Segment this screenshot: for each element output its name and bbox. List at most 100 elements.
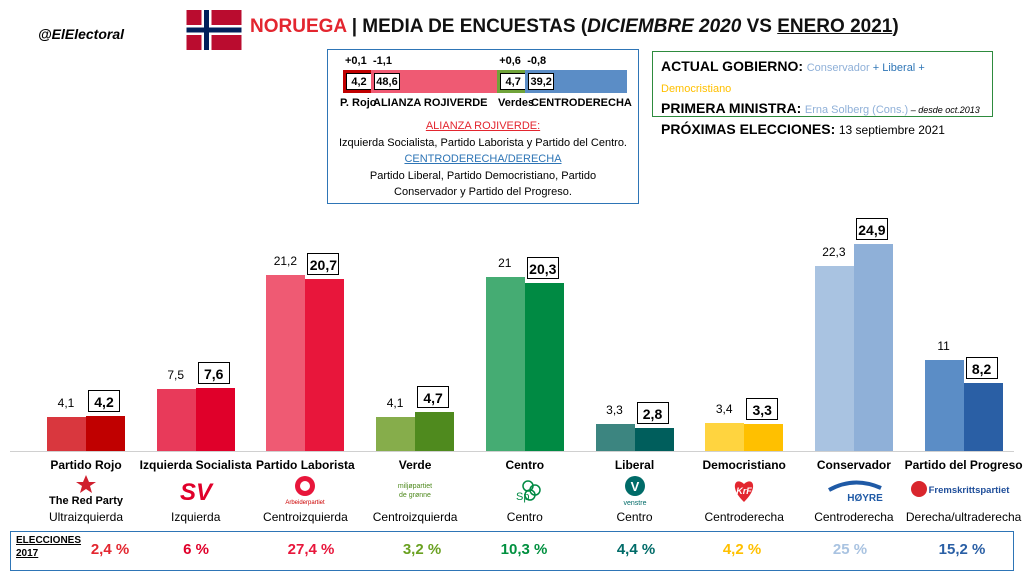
svg-text:SV: SV [180,479,214,506]
title-mid: | MEDIA DE ENCUESTAS ( [346,16,588,37]
value-label-dic-2020: 7,5 [167,367,185,382]
krf-heart-icon: KrF [689,474,799,506]
svg-text:miljøpartiet: miljøpartiet [398,483,432,490]
miljopartiet-logo-icon: miljøpartiet de grønne [360,474,470,506]
party-ideology: Centroderecha [704,510,784,524]
value-label-dic-2020: 3,3 [606,402,623,417]
gov-sep-1: + [869,62,883,74]
hoyre-logo-icon: HØYRE [799,474,909,506]
page-title: NORUEGA | MEDIA DE ENCUESTAS (DICIEMBRE … [250,16,899,38]
bloc-name: ALIANZA ROJIVERDE [373,97,488,109]
next-elections-row: PRÓXIMAS ELECCIONES: 13 septiembre 2021 [661,120,984,140]
value-label-ene-2021: 4,7 [417,385,450,408]
party-name: Partido Laborista [256,458,355,472]
party-name: Liberal [614,458,655,472]
elections-2017-panel [10,531,1014,571]
bloc-name: P. Rojo [340,97,377,109]
bloc-change: -0,8 [527,55,547,67]
bloc-value: 48,6 [374,73,400,90]
pm-since: – desde oct.2013 [908,105,980,115]
value-label-dic-2020: 4,1 [57,395,75,410]
bloc-change: +0,6 [499,55,521,67]
election-2017-result: 15,2 % [938,541,986,558]
right-bloc-members-1: Partido Liberal, Partido Democristiano, … [369,169,597,182]
pm-value: Erna Solberg (Cons.) [804,104,909,116]
sv-logo-icon: SV [141,474,251,506]
election-2017-result: 10,3 % [500,541,548,558]
bar-dic-2020 [485,276,525,451]
value-label-dic-2020: 21,2 [273,254,298,269]
party-name: Centro [505,458,545,472]
party-ideology: Izquierda [171,510,221,524]
pm-label: PRIMERA MINISTRA: [661,100,802,116]
bar-ene-2021 [86,416,125,451]
bar-ene-2021 [744,423,784,451]
bar-ene-2021 [853,244,893,451]
rose-icon: Arbeiderpartiet [250,474,360,506]
elections-label-line1: ELECCIONES [16,535,82,546]
election-2017-result: 27,4 % [287,541,335,558]
bar-dic-2020 [376,416,416,451]
svg-text:V: V [630,479,639,494]
value-label-dic-2020: 11 [937,338,950,353]
next-elections-value: 13 septiembre 2021 [838,123,945,137]
election-2017-result: 3,2 % [402,541,442,558]
bar-ene-2021 [524,282,564,451]
svg-text:Sp: Sp [516,491,529,503]
gov-party-1: Conservador [806,62,870,74]
bloc-value: 39,2 [528,73,555,90]
title-period-1: DICIEMBRE 2020 [587,16,742,37]
bar-ene-2021 [634,427,674,451]
value-label-ene-2021: 4,2 [88,390,120,413]
election-2017-result: 4,2 % [722,541,762,558]
bloc-name: CENTRODERECHA [531,97,632,109]
bar-dic-2020 [47,416,86,451]
party-ideology: Centroderecha [814,510,894,524]
blocs-panel [327,49,639,204]
gov-party-3: Democristiano [661,83,732,95]
value-label-dic-2020: 4,1 [386,395,404,410]
gov-sep-2: + [915,62,925,74]
value-label-dic-2020: 22,3 [822,244,846,259]
value-label-dic-2020: 3,4 [715,401,733,416]
bar-dic-2020 [705,422,745,451]
svg-text:The Red Party: The Red Party [49,495,124,506]
twitter-handle: @ElElectoral [38,26,125,42]
chart-baseline [10,451,1014,452]
svg-text:Fremskrittspartiet: Fremskrittspartiet [928,485,1010,496]
party-name: Izquierda Socialista [139,458,252,472]
flag-cross-blue-h [186,27,242,33]
prime-minister-row: PRIMERA MINISTRA: Erna Solberg (Cons.) –… [661,99,984,120]
party-name: Verde [398,458,432,472]
svg-text:KrF: KrF [736,486,752,496]
bar-dic-2020 [595,423,635,451]
election-2017-result: 4,4 % [616,541,656,558]
bar-ene-2021 [305,279,345,451]
party-ideology: Centro [506,510,543,524]
bloc-change: -1,1 [373,55,392,67]
value-label-ene-2021: 3,3 [746,397,779,420]
gov-label: ACTUAL GOBIERNO: [661,58,804,74]
title-country: NORUEGA [250,16,347,37]
election-2017-result: 2,4 % [90,541,130,558]
value-label-ene-2021: 2,8 [636,401,669,424]
party-name: Partido del Progreso [904,458,1023,472]
election-2017-result: 25 % [832,541,868,558]
value-label-ene-2021: 20,7 [307,253,340,276]
bar-dic-2020 [156,388,196,451]
red-alliance-title: ALIANZA ROJIVERDE: [425,120,541,132]
bloc-value: 4,2 [346,73,372,90]
next-elections-label: PRÓXIMAS ELECCIONES: [661,121,836,137]
party-name: Democristiano [702,458,786,472]
title-vs: VS [741,16,778,37]
value-label-ene-2021: 8,2 [965,356,998,379]
government-row: ACTUAL GOBIERNO: Conservador + Liberal +… [661,57,984,99]
title-close: ) [892,16,899,37]
right-bloc-title: CENTRODERECHA/DERECHA [404,153,562,165]
bloc-name: Verdes [498,97,535,109]
svg-text:Arbeiderpartiet: Arbeiderpartiet [286,500,326,506]
elections-2017-label: ELECCIONES 2017 [16,534,81,560]
right-bloc-members-2: Conservador y Partido del Progreso. [394,186,572,198]
